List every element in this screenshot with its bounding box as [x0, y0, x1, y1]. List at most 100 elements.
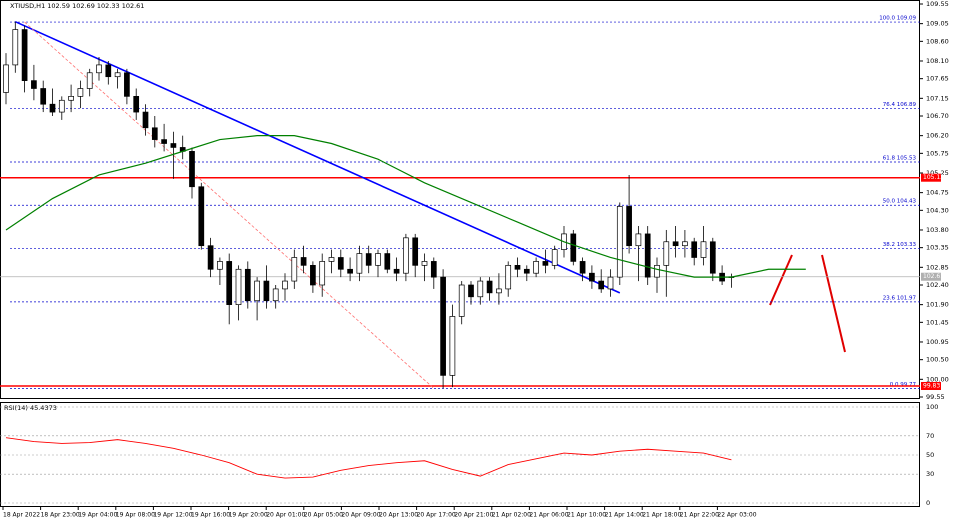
- candle-body: [133, 96, 140, 113]
- y-tick-label: 100.50: [926, 356, 949, 364]
- y-tick-label: 109.55: [926, 0, 949, 8]
- y-tick-label: 108.60: [926, 37, 949, 45]
- candle-body: [598, 280, 605, 290]
- candle-body: [31, 80, 37, 89]
- candle-body: [579, 261, 586, 274]
- candle-body: [68, 96, 74, 101]
- y-tick-label: 103.35: [926, 244, 949, 252]
- candle-body: [682, 241, 688, 247]
- x-tick-label: 21 Apr 10:00: [567, 512, 606, 519]
- candle-body: [105, 64, 112, 78]
- candle-body: [319, 261, 326, 286]
- candle-body: [189, 151, 195, 188]
- y-tick-label: 107.15: [926, 94, 949, 102]
- candle-body: [635, 233, 642, 247]
- candle-body: [589, 272, 595, 282]
- x-tick-label: 19 Apr 08:00: [116, 512, 155, 519]
- candle-body: [21, 29, 28, 81]
- fib-label: 23.6 101.97: [883, 295, 917, 301]
- x-tick-label: 19 Apr 04:00: [78, 512, 117, 519]
- y-tick-label: 101.45: [926, 318, 949, 326]
- candle-body: [412, 237, 419, 266]
- candle-body: [226, 261, 233, 305]
- trend-line: [14, 20, 621, 294]
- candle-body: [672, 241, 679, 247]
- candle-body: [458, 284, 465, 317]
- candle-body: [505, 264, 512, 290]
- candle-body: [291, 257, 298, 282]
- candle-body: [328, 257, 335, 262]
- candle-body: [691, 241, 698, 258]
- candle-body: [365, 253, 372, 266]
- candle-body: [533, 261, 539, 274]
- fib-label: 100.0 109.09: [879, 16, 916, 22]
- x-tick-label: 19 Apr 16:00: [191, 512, 230, 519]
- price-label: 99.83: [923, 382, 940, 389]
- x-tick-label: 22 Apr 03:00: [717, 512, 756, 519]
- y-tick-label: 102.85: [926, 263, 949, 271]
- candle-body: [654, 264, 660, 278]
- candle-body: [709, 241, 716, 274]
- candle-body: [663, 241, 670, 266]
- rsi-title: RSI(14) 45.4373: [4, 404, 57, 412]
- candle-body: [235, 268, 242, 305]
- y-tick-label: 106.20: [926, 132, 949, 140]
- moving-average: [5, 135, 806, 278]
- candle-body: [272, 288, 279, 302]
- candle-body: [114, 72, 121, 78]
- candle-body: [254, 280, 260, 302]
- x-tick-label: 20 Apr 13:00: [379, 512, 418, 519]
- y-tick-label: 106.70: [926, 112, 949, 120]
- y-tick-label: 101.90: [926, 301, 949, 309]
- price-label: 105.13: [923, 174, 944, 181]
- candle-body: [486, 280, 493, 294]
- candle-body: [700, 241, 707, 258]
- candle-body: [161, 139, 167, 144]
- y-tick-label: 103.80: [926, 226, 949, 234]
- y-tick-label: 104.30: [926, 206, 949, 214]
- candle-body: [151, 127, 158, 140]
- candle-body: [626, 206, 632, 247]
- x-tick-label: 20 Apr 17:00: [417, 512, 456, 519]
- arrow-stroke: [821, 254, 846, 353]
- y-tick-label: 105.75: [926, 149, 949, 157]
- candle-body: [393, 268, 400, 274]
- x-tick-label: 20 Apr 05:00: [304, 512, 343, 519]
- candle-body: [570, 233, 577, 262]
- y-tick-label: 102.40: [926, 281, 949, 289]
- candle-body: [96, 64, 102, 74]
- candle-body: [207, 245, 214, 270]
- fib-label: 61.8 105.53: [883, 155, 917, 161]
- candle-body: [375, 253, 381, 266]
- x-tick-label: 21 Apr 22:00: [680, 512, 719, 519]
- candle-body: [440, 276, 446, 376]
- y-tick-label: 100.95: [926, 338, 949, 346]
- candle-body: [40, 88, 47, 105]
- candle-body: [430, 261, 437, 278]
- x-tick-label: 18 Apr 2022: [3, 512, 40, 519]
- x-tick-label: 21 Apr 06:00: [529, 512, 568, 519]
- candle-body: [263, 280, 270, 302]
- y-tick-label: 105.25: [926, 169, 949, 177]
- x-tick-label: 21 Apr 02:00: [492, 512, 531, 519]
- candle-body: [616, 206, 623, 278]
- candle-body: [198, 186, 205, 247]
- y-tick-label: 50: [926, 451, 934, 459]
- candle-body: [356, 253, 363, 274]
- arrow-stroke: [769, 254, 793, 306]
- rsi-line: [5, 437, 732, 479]
- candle-body: [551, 249, 558, 266]
- candle-body: [300, 257, 307, 266]
- price-box: [921, 381, 941, 390]
- candle-body: [496, 288, 502, 294]
- candle-body: [403, 237, 409, 274]
- candle-body: [142, 111, 149, 129]
- candle-body: [282, 280, 288, 290]
- candle-body: [384, 253, 391, 270]
- price-label: 102.61: [923, 273, 944, 280]
- candle-body: [421, 261, 428, 266]
- candle-body: [310, 264, 316, 286]
- fib-label: 76.4 106.89: [883, 102, 917, 108]
- y-tick-label: 109.05: [926, 20, 949, 28]
